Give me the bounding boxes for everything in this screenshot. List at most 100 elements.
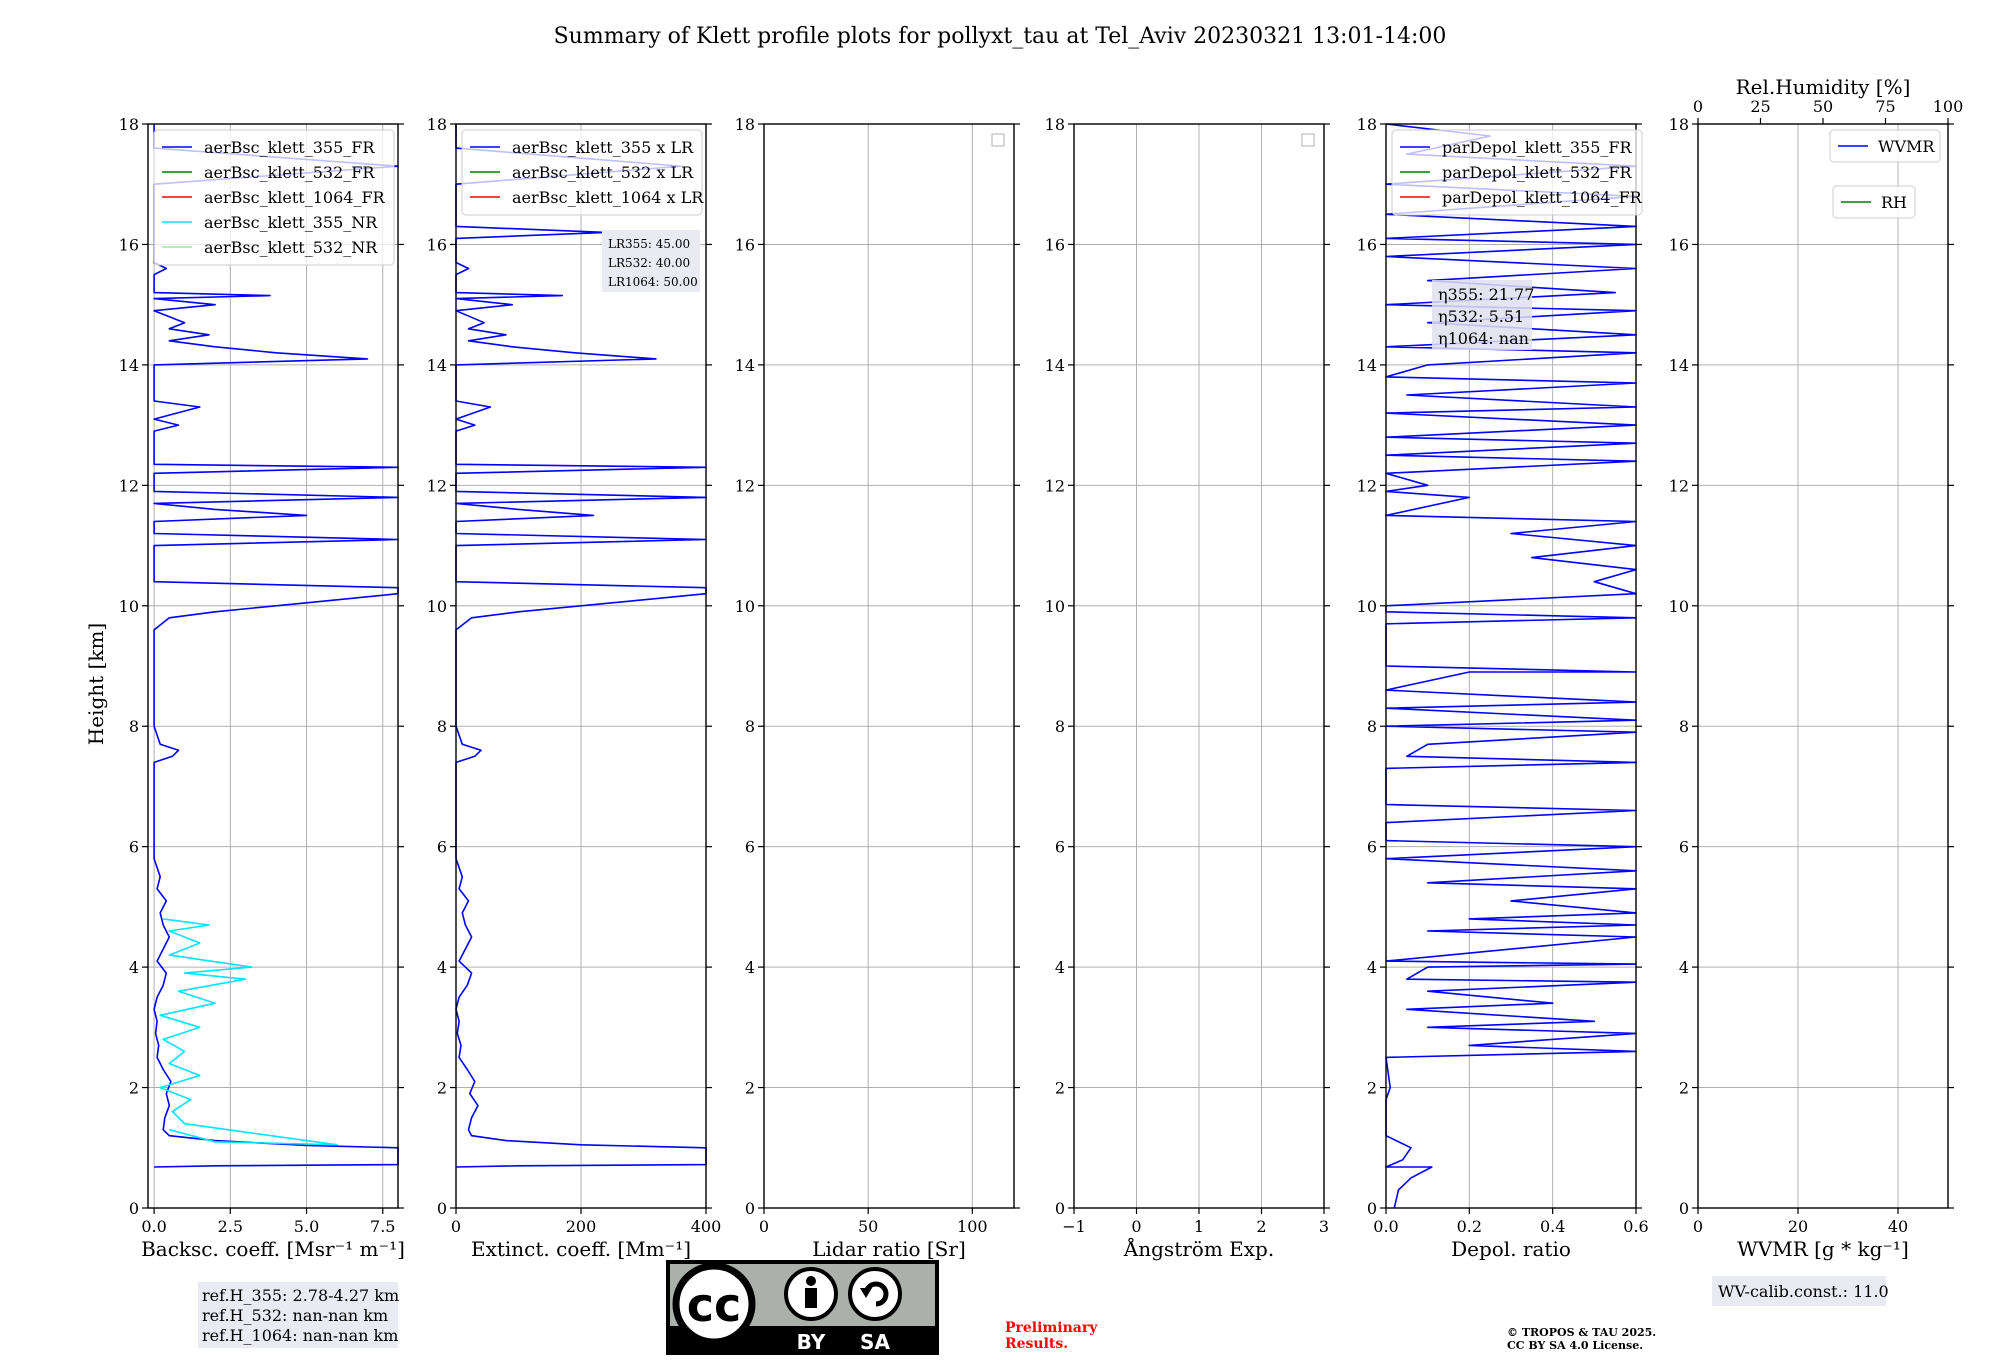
legend-label: aerBsc_klett_532 x LR (512, 163, 694, 182)
panel-backscatter: 0.0 2.5 5.0 7.5 0 2 4 6 8 10 12 14 16 18 Backsc. coeff… (119, 115, 405, 1348)
y-tick-label: 8 (1367, 717, 1377, 736)
legend-box (461, 129, 703, 216)
y-tick-label: 16 (1669, 235, 1689, 254)
x-tick-label: 200 (566, 1217, 597, 1236)
y-tick-label: 6 (129, 838, 139, 857)
depol-eta-box: η355: 21.77 η532: 5.51 η1064: nan (1432, 280, 1534, 350)
x-tick-label: 0.0 (1373, 1217, 1398, 1236)
series-line-aerBsc_klett_355_NR (159, 918, 338, 1146)
legend-label: aerBsc_klett_355_FR (204, 138, 375, 157)
y-tick-label: 10 (1357, 597, 1377, 616)
x-tick-label: 2.5 (218, 1217, 243, 1236)
legend-label: aerBsc_klett_532_NR (204, 238, 378, 257)
y-tick-label: 10 (735, 597, 755, 616)
lidar-ratio-box: LR355: 45.00 LR532: 40.00 LR1064: 50.00 (602, 230, 700, 292)
y-tick-label: 6 (437, 838, 447, 857)
y-tick-label: 18 (427, 115, 447, 134)
reference-height-text: ref.H_1064: nan-nan km (202, 1326, 398, 1345)
x-tick-label: 40 (1888, 1217, 1908, 1236)
y-tick-label: 2 (1367, 1079, 1377, 1098)
x-axis-label: WVMR [g * kg⁻¹] (1737, 1237, 1909, 1261)
x-tick-label: 0 (451, 1217, 461, 1236)
y-tick-label: 0 (1055, 1199, 1065, 1218)
x-axis-label: Lidar ratio [Sr] (812, 1237, 966, 1261)
top-x-tick-label: 0 (1693, 97, 1703, 116)
y-tick-label: 12 (427, 476, 447, 495)
legend-box (1829, 129, 1941, 163)
by-person-body (805, 1288, 817, 1308)
legend-label: aerBsc_klett_1064 x LR (512, 188, 704, 207)
legend-label: parDepol_klett_1064_FR (1442, 188, 1643, 207)
y-tick-label: 4 (437, 958, 447, 977)
legend-label: aerBsc_klett_355 x LR (512, 138, 694, 157)
y-tick-label: 4 (1055, 958, 1065, 977)
y-tick-label: 6 (1055, 838, 1065, 857)
legend-label: parDepol_klett_355_FR (1442, 138, 1633, 157)
x-tick-label: −1 (1062, 1217, 1086, 1236)
copyright-line1: © TROPOS & TAU 2025. (1507, 1326, 1656, 1339)
legend-label: parDepol_klett_532_FR (1442, 163, 1633, 182)
panels: 0.0 2.5 5.0 7.5 0 2 4 6 8 10 12 14 16 18 Backsc. coeff… (119, 75, 1964, 1348)
copyright-line2: CC BY SA 4.0 License. (1507, 1339, 1643, 1352)
y-tick-label: 2 (745, 1079, 755, 1098)
y-tick-label: 16 (119, 235, 139, 254)
wv-calib-box: WV-calib.const.: 11.0 (1712, 1276, 1889, 1306)
top-x-tick-label: 100 (1933, 97, 1964, 116)
x-tick-label: 0 (759, 1217, 769, 1236)
y-tick-label: 0 (129, 1199, 139, 1218)
y-tick-label: 2 (1055, 1079, 1065, 1098)
y-tick-label: 0 (1679, 1199, 1689, 1218)
legend-box (153, 129, 395, 266)
depol-eta-box-bg (1432, 280, 1532, 350)
y-tick-label: 12 (1669, 476, 1689, 495)
y-tick-label: 14 (1669, 356, 1689, 375)
y-tick-label: 18 (119, 115, 139, 134)
x-axis-label: Extinct. coeff. [Mm⁻¹] (471, 1237, 691, 1261)
reference-height-box-bg (198, 1282, 398, 1348)
panel-extinction: 0 200 400 0 2 4 6 8 10 12 14 16 18 Extinct. coeff. [M… (427, 115, 722, 1261)
cc-letters: cc (687, 1278, 742, 1332)
cc-license-badge: cc BY SA (666, 1260, 939, 1355)
y-tick-label: 16 (735, 235, 755, 254)
legend-label: aerBsc_klett_1064_FR (204, 188, 386, 207)
y-tick-label: 6 (745, 838, 755, 857)
x-axis-label: Backsc. coeff. [Msr⁻¹ m⁻¹] (141, 1237, 405, 1261)
y-tick-label: 14 (119, 356, 139, 375)
y-tick-label: 8 (129, 717, 139, 736)
empty-legend-box (1301, 133, 1315, 147)
x-tick-label: 5.0 (294, 1217, 319, 1236)
y-tick-label: 10 (427, 597, 447, 616)
lidar-ratio-text: LR532: 40.00 (608, 256, 690, 270)
x-tick-label: 50 (858, 1217, 878, 1236)
lidar-ratio-box-bg (602, 230, 700, 292)
axes-frame (1697, 123, 1949, 1209)
top-x-tick-label: 50 (1813, 97, 1833, 116)
legend-label: WVMR (1878, 137, 1935, 156)
x-tick-label: 100 (957, 1217, 988, 1236)
y-tick-label: 0 (1367, 1199, 1377, 1218)
x-tick-label: 0.2 (1457, 1217, 1482, 1236)
y-tick-label: 12 (119, 476, 139, 495)
x-tick-label: 0.0 (141, 1217, 166, 1236)
y-tick-label: 16 (1045, 235, 1065, 254)
y-tick-label: 16 (427, 235, 447, 254)
y-tick-label: 6 (1679, 838, 1689, 857)
y-axis-label: Height [km] (84, 623, 108, 745)
y-tick-label: 18 (1045, 115, 1065, 134)
lidar-ratio-text: LR355: 45.00 (608, 237, 690, 251)
series-line-aerBsc_klett_355_FR (153, 124, 399, 1168)
x-tick-label: 3 (1319, 1217, 1329, 1236)
y-tick-label: 8 (437, 717, 447, 736)
y-tick-label: 18 (1669, 115, 1689, 134)
x-tick-label: 0 (1693, 1217, 1703, 1236)
y-tick-label: 4 (129, 958, 139, 977)
preliminary-label-line1: Preliminary (1005, 1320, 1098, 1336)
top-x-tick-label: 25 (1750, 97, 1770, 116)
reference-height-text: ref.H_532: nan-nan km (202, 1306, 388, 1325)
x-tick-label: 7.5 (370, 1217, 395, 1236)
legend-box (1391, 129, 1643, 216)
y-tick-label: 8 (1055, 717, 1065, 736)
sa-share-alike-icon (848, 1267, 902, 1321)
